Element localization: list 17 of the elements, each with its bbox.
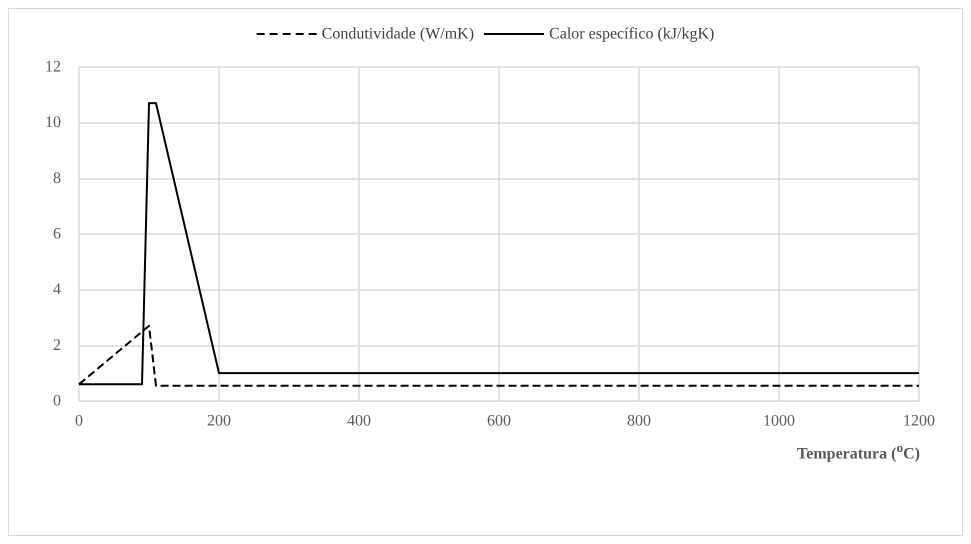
- x-axis-title: Temperatura ($^{o}$C): [797, 440, 920, 464]
- y-tick-label: 8: [53, 170, 61, 187]
- y-tick-label: 2: [53, 336, 61, 354]
- legend-label: Condutividade (W/mK): [322, 26, 474, 42]
- legend-label: Calor específico (kJ/kgK): [549, 26, 714, 42]
- x-tick-label: 1000: [763, 412, 795, 430]
- y-tick-label: 10: [45, 114, 61, 132]
- y-tick-label: 0: [53, 392, 61, 410]
- x-tick-label: 200: [207, 412, 231, 430]
- y-tick-label: 12: [45, 58, 61, 76]
- y-tick-label: 4: [53, 281, 61, 298]
- x-tick-label: 1200: [903, 412, 935, 430]
- x-tick-label: 0: [75, 412, 83, 430]
- x-tick-label: 800: [627, 412, 651, 430]
- x-tick-label: 600: [487, 412, 511, 430]
- x-tick-label: 400: [347, 412, 371, 430]
- y-tick-label: 6: [53, 226, 61, 242]
